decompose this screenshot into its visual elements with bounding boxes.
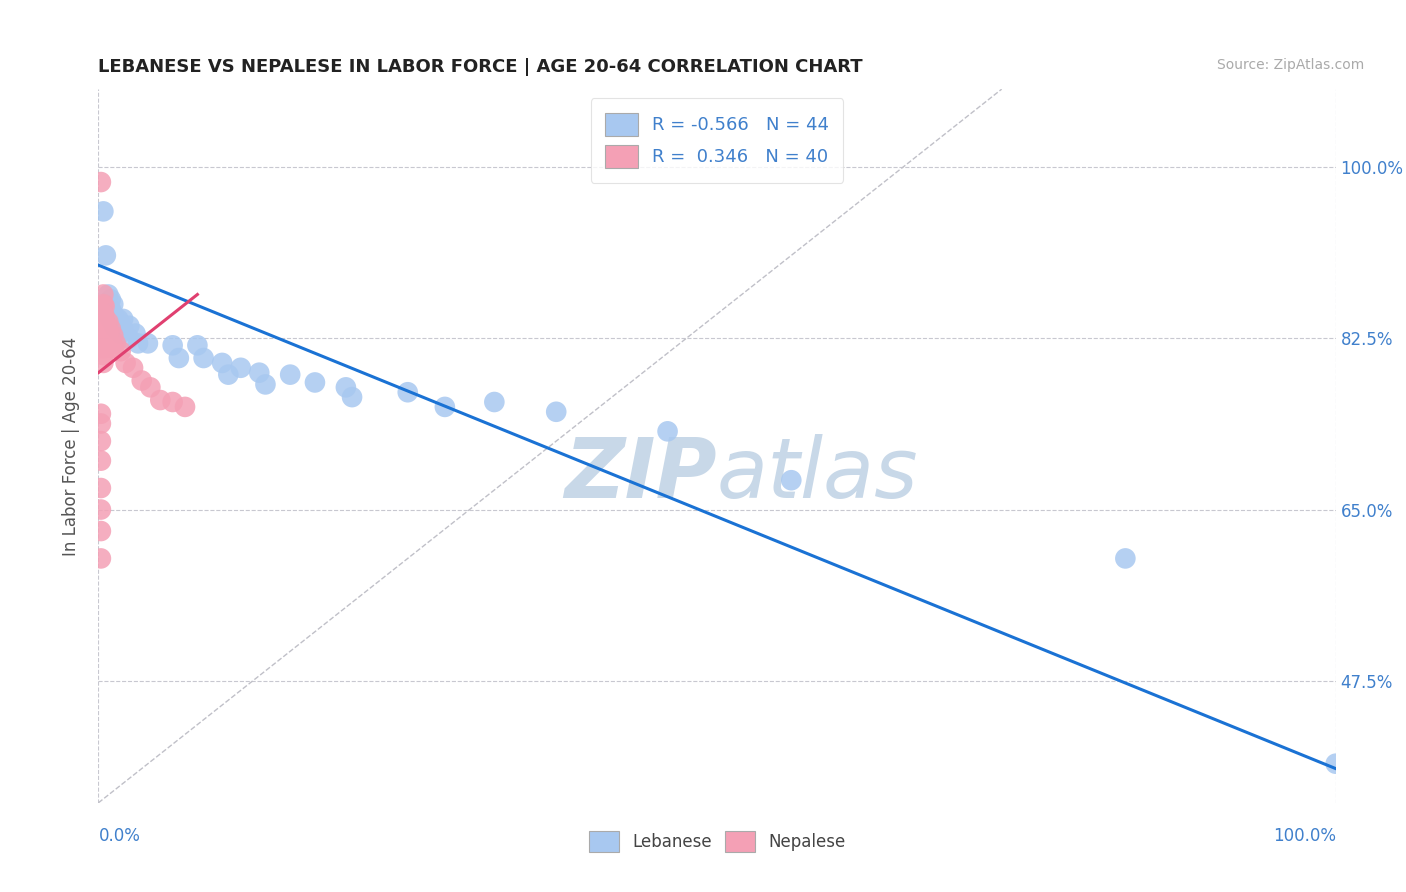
Point [90,434,112,449]
Point [90,524,112,538]
Point [211,356,233,370]
Point [657,425,679,439]
Point [103,341,125,355]
Point [247,366,270,380]
Point [162,338,184,352]
Point [103,328,125,343]
Point [139,380,162,394]
Point [97,302,120,317]
Point [93,297,115,311]
Point [97,315,120,329]
Point [335,380,357,394]
Point [340,390,363,404]
Point [93,307,115,321]
Point [780,473,803,487]
Point [110,344,132,359]
Point [93,331,115,345]
Point [100,312,122,326]
Point [90,551,112,566]
Point [97,287,120,301]
Point [94,317,117,331]
Point [1114,551,1136,566]
Point [118,318,141,333]
Point [100,302,122,317]
Point [100,293,122,307]
Point [100,336,122,351]
Point [93,321,115,335]
Point [93,287,115,301]
Point [93,317,115,331]
Point [396,385,419,400]
Point [112,312,135,326]
Point [93,348,115,362]
Point [90,407,112,421]
Point [93,336,115,351]
Point [104,321,127,335]
Point [162,395,184,409]
Legend: Lebanese, Nepalese: Lebanese, Nepalese [575,818,859,866]
Text: atlas: atlas [717,434,918,515]
Point [93,317,115,331]
Point [97,325,120,339]
Point [103,317,125,331]
Point [174,400,197,414]
Text: LEBANESE VS NEPALESE IN LABOR FORCE | AGE 20-64 CORRELATION CHART: LEBANESE VS NEPALESE IN LABOR FORCE | AG… [98,58,863,76]
Point [93,326,115,341]
Point [254,377,277,392]
Point [186,338,208,352]
Point [90,481,112,495]
Y-axis label: In Labor Force | Age 20-64: In Labor Force | Age 20-64 [62,336,80,556]
Point [136,336,159,351]
Point [107,312,129,326]
Point [90,453,112,467]
Point [112,321,135,335]
Point [94,248,117,262]
Point [93,356,115,370]
Point [90,175,112,189]
Point [94,326,117,341]
Point [229,360,252,375]
Point [93,341,115,355]
Point [104,336,127,351]
Point [124,326,146,341]
Point [131,374,153,388]
Point [149,392,172,407]
Point [122,360,145,375]
Point [93,309,115,323]
Point [304,376,326,390]
Point [217,368,239,382]
Point [433,400,456,414]
Point [100,321,122,335]
Point [193,351,215,365]
Point [93,299,115,313]
Point [103,307,125,321]
Text: Source: ZipAtlas.com: Source: ZipAtlas.com [1216,58,1364,72]
Point [110,317,132,331]
Point [484,395,506,409]
Point [103,297,125,311]
Point [93,204,115,219]
Point [114,356,136,370]
Point [546,405,568,419]
Point [110,326,132,341]
Point [104,312,127,326]
Point [90,502,112,516]
Point [167,351,190,365]
Point [90,417,112,431]
Point [118,331,141,345]
Text: ZIP: ZIP [564,434,717,515]
Text: 100.0%: 100.0% [1272,827,1336,846]
Point [1324,756,1347,771]
Text: 0.0%: 0.0% [98,827,141,846]
Point [127,336,149,351]
Point [278,368,301,382]
Point [107,321,129,335]
